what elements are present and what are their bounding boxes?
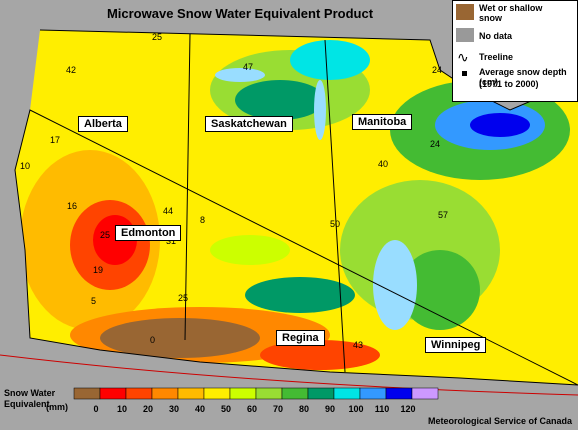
scale-tick-label: 100 (348, 404, 363, 414)
station: 19 (93, 265, 103, 275)
legend-text: Average snow depth (cm) (479, 67, 567, 87)
scale-tick-label: 90 (325, 404, 335, 414)
station: 25 (100, 230, 110, 240)
scale-tick-label: 50 (221, 404, 231, 414)
scale-swatch (333, 387, 361, 400)
scale-title: Snow Water Equivalent (4, 388, 56, 409)
color-scale: 0 10 20 30 40 50 60 70 80 90 100 110 120 (73, 387, 439, 414)
scale-swatch (99, 387, 127, 400)
scale-tick-label: 20 (143, 404, 153, 414)
scale-unit: (mm) (46, 402, 68, 412)
legend-text: No data (479, 31, 513, 41)
station: 10 (20, 161, 30, 171)
station: 47 (243, 62, 253, 72)
nodata-swatch (456, 28, 474, 42)
scale-tick-label: 40 (195, 404, 205, 414)
credit: Meteorological Service of Canada (428, 416, 573, 426)
scale-swatch (385, 387, 413, 400)
scale-swatch (203, 387, 231, 400)
scale-tick-label: 80 (299, 404, 309, 414)
scale-swatch (359, 387, 387, 400)
city-label: Regina (276, 330, 325, 346)
scale-swatch (411, 387, 439, 400)
legend: Wet or shallow snow No data ∿ Treeline A… (452, 0, 578, 102)
scale-tick-label: 110 (375, 404, 390, 414)
wet-swatch (456, 4, 474, 20)
scale-tick-label: 0 (93, 404, 98, 414)
legend-text: Treeline (479, 52, 514, 62)
scale-swatch (281, 387, 309, 400)
station: 8 (200, 215, 205, 225)
station: 16 (67, 201, 77, 211)
scale-swatch (255, 387, 283, 400)
scale-tick-label: 30 (169, 404, 179, 414)
province-label: Alberta (78, 116, 128, 132)
title: Microwave Snow Water Equivalent Product (107, 6, 374, 21)
map-edge (0, 354, 578, 396)
legend-text: Wet or shallow snow (479, 3, 543, 23)
scale-tick-label: 60 (247, 404, 257, 414)
scale-swatch (125, 387, 153, 400)
scale-tick-label: 70 (273, 404, 283, 414)
station: 25 (152, 32, 162, 42)
stations: 25 42 47 24 17 10 24 40 16 44 8 57 50 25… (20, 32, 448, 350)
scale-swatch (73, 387, 101, 400)
station: 0 (150, 335, 155, 345)
scale-tick-label: 10 (117, 404, 127, 414)
province-label: Manitoba (352, 114, 413, 130)
station: 25 (178, 293, 188, 303)
station: 57 (438, 210, 448, 220)
scale-swatch (229, 387, 257, 400)
scale-tick-label: 120 (400, 404, 415, 414)
station: 17 (50, 135, 60, 145)
station: 44 (163, 206, 173, 216)
province-border (184, 33, 346, 373)
station: 24 (432, 65, 442, 75)
station: 50 (330, 219, 340, 229)
legend-text: (1971 to 2000) (479, 79, 539, 89)
treeline-icon: ∿ (457, 49, 469, 65)
station: 24 (430, 139, 440, 149)
scale-swatch (307, 387, 335, 400)
station-icon (462, 71, 467, 76)
scale-swatch (151, 387, 179, 400)
city-label: Edmonton (115, 225, 182, 241)
station: 5 (91, 296, 96, 306)
station: 40 (378, 159, 388, 169)
city-label: Winnipeg (425, 337, 487, 353)
station: 42 (66, 65, 76, 75)
scale-swatch (177, 387, 205, 400)
station: 31 (166, 236, 176, 246)
station: 43 (353, 340, 363, 350)
province-label: Saskatchewan (205, 116, 293, 132)
